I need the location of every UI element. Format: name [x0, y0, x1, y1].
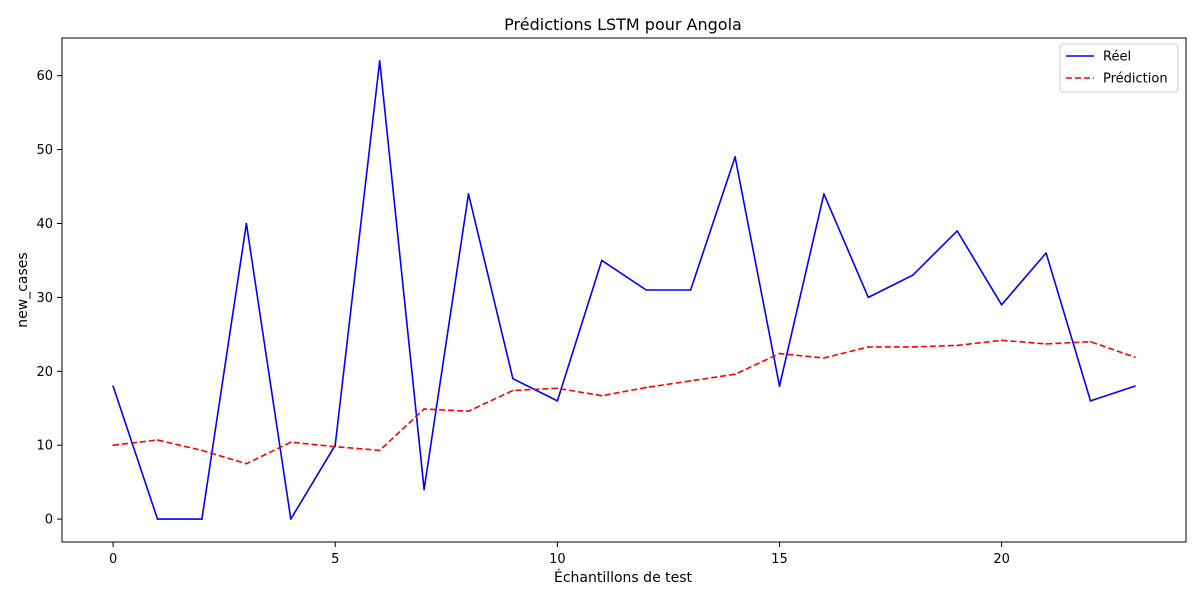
data-point: [911, 346, 914, 348]
data-point: [378, 449, 381, 452]
x-tick-label: 20: [993, 552, 1010, 567]
data-point: [467, 193, 470, 195]
data-point: [289, 518, 292, 520]
data-point: [156, 518, 159, 520]
data-point: [1134, 385, 1136, 387]
y-tick-label: 40: [36, 217, 53, 232]
data-point: [467, 410, 470, 412]
y-tick-label: 10: [36, 439, 53, 454]
data-point: [956, 230, 959, 232]
y-tick-label: 0: [45, 513, 53, 528]
data-point: [867, 346, 870, 348]
series-line-prediction: [113, 339, 1136, 465]
data-point: [956, 344, 959, 347]
data-point: [156, 439, 159, 441]
data-point: [245, 222, 248, 225]
data-point: [911, 274, 914, 277]
data-point: [1000, 303, 1003, 306]
x-tick-label: 10: [549, 552, 566, 567]
series-layer: [112, 60, 1136, 520]
chart-title: Prédictions LSTM pour Angola: [504, 15, 742, 34]
x-axis-label: Échantillons de test: [554, 569, 693, 586]
axes-layer: 0 5 10 15 20 0 10 20 30 40 50 60: [36, 69, 1009, 567]
data-point: [245, 462, 248, 465]
data-point: [600, 259, 603, 262]
y-axis-label: new_cases: [15, 252, 31, 327]
x-tick-label: 0: [109, 552, 117, 567]
data-point: [556, 387, 559, 390]
data-point: [1045, 343, 1047, 345]
data-point: [423, 408, 425, 410]
data-point: [378, 60, 381, 62]
data-point: [689, 380, 692, 382]
data-point: [512, 389, 514, 392]
data-point: [778, 385, 781, 387]
x-tick-label: 15: [771, 552, 788, 567]
plot-frame: [61, 37, 1187, 543]
x-tick-label: 5: [331, 552, 339, 567]
data-point: [689, 289, 692, 291]
y-tick-label: 20: [36, 365, 53, 380]
data-point: [1045, 252, 1047, 254]
data-point: [823, 357, 825, 359]
legend-label: Réel: [1103, 50, 1131, 65]
data-point: [600, 394, 603, 397]
plot-area: [62, 38, 1186, 542]
data-point: [1134, 356, 1136, 359]
series-line-actual: [112, 60, 1136, 520]
data-point: [112, 385, 114, 387]
data-point: [289, 441, 292, 444]
data-point: [423, 488, 425, 491]
legend: Réel Prédiction: [1059, 43, 1179, 93]
data-point: [556, 400, 559, 402]
data-point: [1089, 400, 1092, 402]
data-point: [512, 377, 514, 380]
data-point: [778, 352, 781, 355]
data-point: [734, 373, 736, 376]
y-tick-label: 60: [36, 69, 53, 84]
data-point: [867, 296, 870, 299]
data-point: [645, 386, 648, 389]
data-point: [734, 156, 736, 158]
data-point: [1089, 340, 1092, 343]
y-tick-label: 50: [36, 143, 53, 158]
data-point: [112, 444, 114, 446]
y-tick-label: 30: [36, 291, 53, 306]
data-point: [1000, 339, 1003, 342]
data-point: [334, 445, 337, 448]
data-point: [823, 193, 825, 195]
data-point: [645, 289, 648, 291]
data-point: [201, 449, 203, 452]
data-point: [334, 444, 337, 446]
legend-label: Prédiction: [1103, 72, 1168, 87]
data-point: [201, 518, 203, 520]
